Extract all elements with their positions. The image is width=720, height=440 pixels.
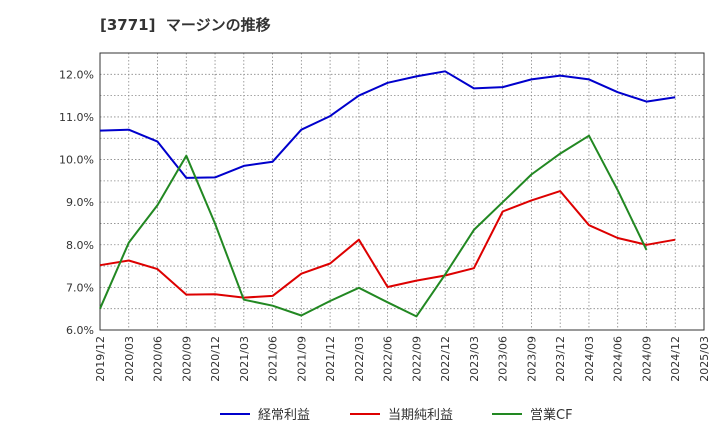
- y-tick-label: 10.0%: [59, 154, 94, 167]
- x-tick-label: 2023/09: [525, 336, 538, 382]
- x-tick-label: 2024/03: [583, 336, 596, 382]
- x-tick-label: 2023/03: [468, 336, 481, 382]
- legend-label: 経常利益: [258, 408, 310, 423]
- x-tick-label: 2024/09: [640, 336, 653, 382]
- plot-frame: [99, 52, 705, 331]
- x-tick-label: 2019/12: [94, 336, 107, 382]
- y-tick-label: 12.0%: [59, 68, 94, 81]
- x-tick-label: 2024/06: [612, 336, 625, 382]
- y-tick-label: 9.0%: [66, 196, 94, 209]
- x-axis-ticks: 2019/12 2020/03 2020/06 2020/09 2020/12 2021/…: [94, 336, 711, 382]
- y-tick-label: 7.0%: [66, 281, 94, 294]
- x-tick-label: 2025/03: [698, 336, 711, 382]
- x-tick-label: 2024/12: [669, 336, 682, 382]
- x-tick-label: 2022/09: [410, 336, 423, 382]
- x-tick-label: 2022/06: [382, 336, 395, 382]
- series-line: [99, 134, 648, 318]
- plot-area-border: [99, 52, 705, 331]
- x-tick-label: 2020/12: [209, 336, 222, 382]
- y-axis-ticks: 6.0% 7.0% 8.0% 9.0% 10.0% 11.0% 12.0%: [59, 68, 94, 337]
- grid: [99, 52, 705, 331]
- y-tick-label: 8.0%: [66, 239, 94, 252]
- legend-label: 当期純利益: [388, 408, 453, 423]
- x-tick-label: 2022/03: [353, 336, 366, 382]
- x-tick-label: 2020/06: [152, 336, 165, 382]
- y-tick-label: 11.0%: [59, 111, 94, 124]
- legend-label: 営業CF: [530, 407, 573, 423]
- x-tick-label: 2021/03: [238, 336, 251, 382]
- x-tick-label: 2022/12: [439, 336, 452, 382]
- series-lines: [99, 70, 676, 318]
- chart-title: [3771] マージンの推移: [100, 16, 271, 34]
- legend: 経常利益 当期純利益 営業CF: [220, 407, 573, 423]
- x-tick-label: 2021/12: [324, 336, 337, 382]
- x-tick-label: 2020/09: [180, 336, 193, 382]
- series-line: [99, 190, 676, 299]
- y-tick-label: 6.0%: [66, 324, 94, 337]
- x-tick-label: 2020/03: [123, 336, 136, 382]
- x-tick-label: 2021/06: [267, 336, 280, 382]
- x-tick-label: 2021/09: [295, 336, 308, 382]
- x-tick-label: 2023/06: [497, 336, 510, 382]
- x-tick-label: 2023/12: [554, 336, 567, 382]
